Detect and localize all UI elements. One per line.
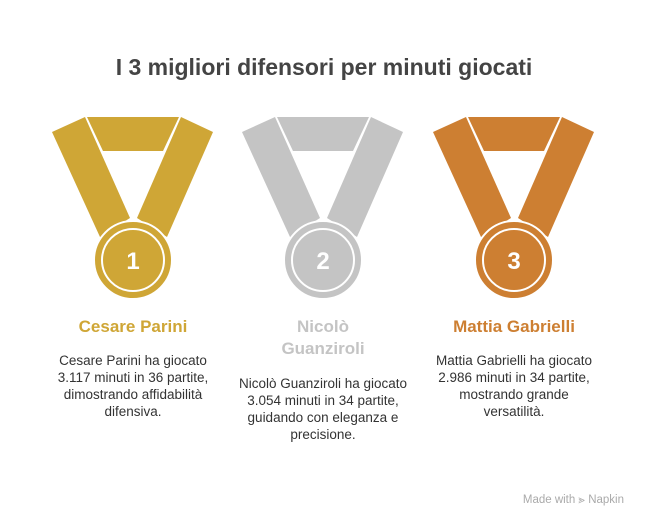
medal-ring bbox=[101, 228, 165, 292]
player-name: Mattia Gabrielli bbox=[453, 317, 575, 336]
silver-medal-icon: 2 bbox=[230, 110, 420, 300]
medal-ring bbox=[291, 228, 355, 292]
gold-medal-icon: 1 bbox=[40, 110, 230, 300]
napkin-logo-icon: ⪢ bbox=[578, 494, 585, 506]
player-name: Cesare Parini bbox=[78, 317, 188, 336]
player-description: Cesare Parini ha giocato 3.117 minuti in… bbox=[57, 353, 209, 419]
ribbon-right bbox=[137, 117, 213, 237]
ribbon-left bbox=[52, 117, 130, 237]
ribbon-top bbox=[468, 117, 560, 151]
made-with-label: Made with bbox=[522, 494, 576, 506]
page-title: I 3 migliori difensori per minuti giocat… bbox=[115, 54, 533, 80]
ribbon-top bbox=[277, 117, 369, 151]
medal-rank: 1 bbox=[126, 248, 139, 275]
player-name: Nicolò Guanziroli bbox=[281, 317, 365, 358]
bronze-medal-icon: 3 bbox=[421, 110, 611, 300]
medal-rank: 3 bbox=[507, 248, 520, 275]
medal-ring bbox=[482, 228, 546, 292]
medal-disc bbox=[283, 220, 363, 300]
ribbon-top bbox=[87, 117, 179, 151]
ribbon-left bbox=[242, 117, 320, 237]
napkin-brand-label: Napkin bbox=[588, 494, 624, 506]
ribbon-right bbox=[518, 117, 594, 237]
medal-disc bbox=[474, 220, 554, 300]
medal-disc bbox=[93, 220, 173, 300]
player-description: Mattia Gabrielli ha giocato 2.986 minuti… bbox=[435, 353, 593, 419]
player-description: Nicolò Guanziroli ha giocato 3.054 minut… bbox=[238, 376, 408, 442]
ribbon-right bbox=[327, 117, 403, 237]
napkin-credit[interactable]: Made with ⪢ Napkin bbox=[523, 494, 624, 507]
ribbon-left bbox=[433, 117, 511, 237]
medal-rank: 2 bbox=[316, 248, 329, 275]
